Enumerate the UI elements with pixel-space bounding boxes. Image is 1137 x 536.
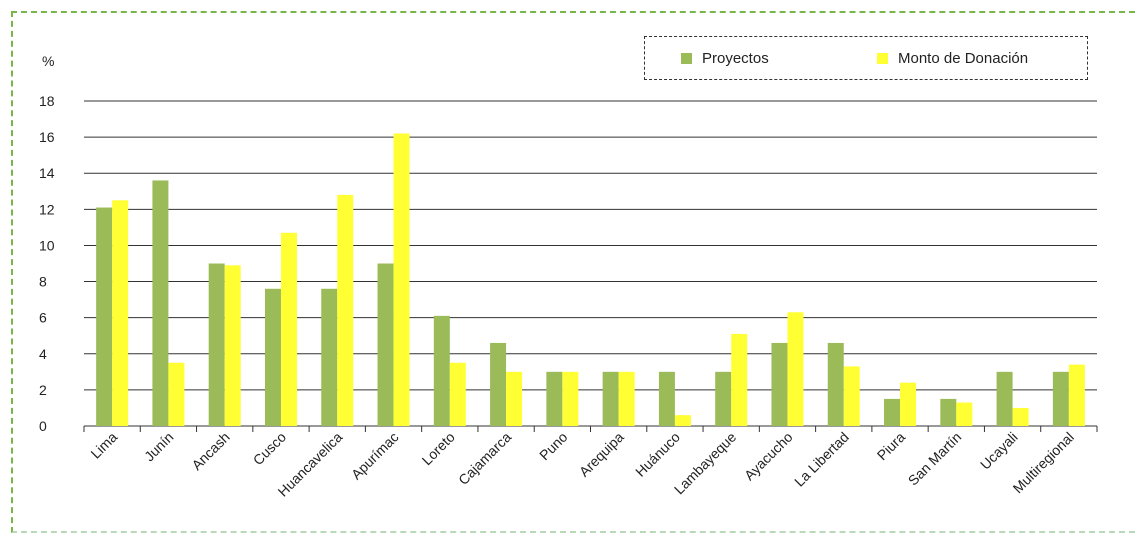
x-tick-label: Junín [141,429,177,465]
legend-swatch-proyectos [681,53,692,64]
x-tick-label: Multiregional [1010,429,1077,496]
x-tick-label: Ancash [188,429,232,473]
bar-proyectos-3 [264,288,281,426]
bar-proyectos-5 [377,263,394,426]
bar-monto-16 [1012,407,1029,426]
y-axis-ticks: 0 2 4 6 8 10 12 14 16 18 [39,93,55,434]
bar-monto-7 [506,371,523,426]
x-tick-label: Puno [536,429,571,464]
x-tick-label: Piura [874,429,909,464]
x-tick-label: Cusco [250,429,290,469]
bar-monto-15 [956,402,973,426]
x-tick-label: Arequipa [576,429,627,480]
legend-item-proyectos: Proyectos [681,50,769,67]
y-tick-label: 0 [39,418,47,434]
x-tick-label: Ayacucho [741,429,796,484]
y-axis-unit: % [42,53,54,69]
bar-proyectos-15 [940,398,957,426]
bar-proyectos-1 [152,180,169,426]
bars [96,133,1085,426]
bar-proyectos-8 [546,371,563,426]
bar-monto-4 [337,194,354,426]
y-tick-label: 8 [39,274,47,290]
x-tick-label: Lima [87,429,120,462]
legend-item-monto: Monto de Donación [877,50,1028,67]
x-tick-label: Huánuco [632,429,683,480]
bar-proyectos-0 [96,207,113,426]
bar-proyectos-11 [715,371,732,426]
bar-proyectos-2 [208,263,225,426]
bar-monto-9 [618,371,635,426]
y-tick-label: 18 [39,93,55,109]
bar-monto-6 [449,362,466,426]
bar-monto-10 [674,415,691,426]
x-tick-label: Ucayali [977,429,1021,473]
y-tick-label: 12 [39,201,55,217]
legend-swatch-monto [877,53,888,64]
y-tick-label: 6 [39,310,47,326]
chart-frame [11,11,1135,533]
bar-monto-1 [168,362,185,426]
bar-monto-13 [843,366,860,426]
x-tick-label: Loreto [419,429,459,469]
x-tick-label: San Martín [905,429,965,489]
y-tick-label: 4 [39,346,47,362]
x-tick-label: Apurímac [348,429,402,483]
y-tick-label: 2 [39,382,47,398]
bar-proyectos-12 [771,342,788,426]
legend-label-proyectos: Proyectos [702,50,769,67]
y-tick-label: 16 [39,129,55,145]
bar-proyectos-9 [602,371,619,426]
bar-monto-11 [731,333,748,426]
x-tick-label: Cajamarca [455,429,514,488]
bar-monto-17 [1068,364,1085,426]
y-tick-label: 14 [39,165,55,181]
legend: Proyectos Monto de Donación [644,36,1088,80]
x-tick-label: La Libertad [791,429,852,490]
bar-proyectos-7 [490,342,507,426]
bar-monto-5 [393,133,410,426]
y-tick-label: 10 [39,237,55,253]
bar-monto-3 [280,232,297,426]
bar-monto-8 [562,371,579,426]
bar-proyectos-16 [996,371,1013,426]
bar-proyectos-10 [658,371,675,426]
legend-label-monto: Monto de Donación [898,50,1029,67]
bar-proyectos-17 [1052,371,1069,426]
bar-monto-0 [112,200,129,426]
bar-proyectos-4 [321,288,338,426]
bar-monto-2 [224,265,241,426]
bar-proyectos-14 [884,398,901,426]
bar-monto-14 [900,382,917,426]
bar-proyectos-13 [827,342,844,426]
bar-proyectos-6 [433,315,450,426]
bar-monto-12 [787,312,804,426]
